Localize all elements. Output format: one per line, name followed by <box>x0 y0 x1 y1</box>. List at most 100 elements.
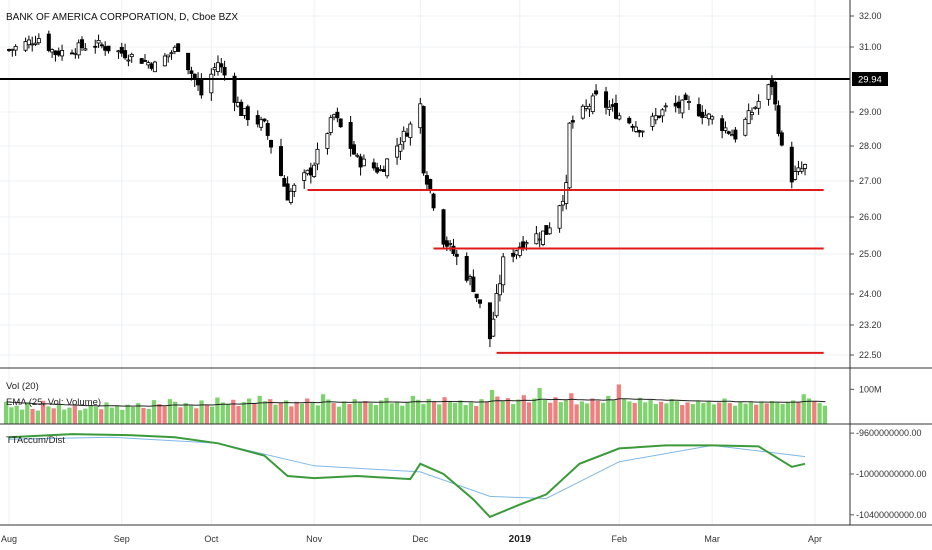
candle-body <box>633 126 638 132</box>
volume-bar <box>759 401 764 424</box>
candle-body <box>726 131 731 134</box>
volume-bar <box>77 410 83 424</box>
volume-bars <box>4 384 827 424</box>
candle-body <box>123 50 128 59</box>
candle-body <box>663 105 668 108</box>
volume-bar <box>141 407 146 424</box>
candle-body <box>468 276 473 279</box>
volume-bar <box>104 402 109 424</box>
candle-body <box>129 53 134 58</box>
candle-body <box>627 117 632 124</box>
volume-bar <box>479 399 484 424</box>
volume-bar <box>257 395 262 424</box>
volume-bar <box>658 401 664 424</box>
candle-body <box>146 62 151 66</box>
price-tick-label: 27.00 <box>859 176 882 186</box>
volume-bar <box>738 401 743 424</box>
candle-body <box>444 240 449 247</box>
candle-body <box>630 125 635 128</box>
candle-body <box>13 45 18 51</box>
candle-body <box>398 143 403 152</box>
candle-body <box>401 130 406 143</box>
candle-body <box>477 299 482 304</box>
accum-dist-line <box>8 433 806 519</box>
volume-bar <box>817 403 822 424</box>
volume-bar <box>775 402 780 424</box>
volume-bar <box>14 405 19 424</box>
volume-bar <box>806 398 812 424</box>
volume-bar <box>421 404 426 424</box>
candle-body <box>743 118 748 136</box>
volume-bar <box>685 402 690 424</box>
volume-bar <box>743 403 748 424</box>
volume-bar <box>204 405 209 424</box>
candle-body <box>106 45 111 52</box>
volume-bar <box>553 397 558 424</box>
candle-body <box>594 90 599 95</box>
candle-body <box>358 156 363 168</box>
candle-body <box>560 200 565 206</box>
candle-body <box>149 63 154 69</box>
volume-bar <box>125 404 130 424</box>
candle-body <box>534 233 539 245</box>
candle-body <box>46 33 51 51</box>
candle-body <box>351 144 356 155</box>
candle-body <box>424 175 429 185</box>
indicator-lines <box>8 433 806 519</box>
candle-body <box>219 63 224 68</box>
candle-body <box>99 44 104 47</box>
volume-bar <box>680 405 685 424</box>
date-label: Dec <box>412 534 429 544</box>
volume-bar <box>585 403 590 424</box>
candle-body <box>567 122 572 189</box>
volume-bar <box>67 407 72 424</box>
volume-bar <box>542 399 548 424</box>
candle-body <box>83 48 88 51</box>
volume-bar <box>410 395 415 424</box>
price-tick-label: 25.00 <box>859 249 882 259</box>
candle-body <box>517 246 522 256</box>
volume-bar <box>146 408 151 424</box>
volume-bar <box>674 401 680 424</box>
candle-body <box>683 94 688 101</box>
price-tick-label: 32.00 <box>859 11 882 21</box>
candle-body <box>710 116 715 120</box>
candle-body <box>269 139 274 148</box>
price-tick-label: 26.00 <box>859 212 882 222</box>
candle-body <box>10 48 15 51</box>
candle-body <box>799 168 804 172</box>
candle-body <box>292 184 297 192</box>
candle-body <box>617 115 622 120</box>
volume-bar <box>241 402 246 424</box>
volume-bar <box>347 404 352 424</box>
candle-body <box>640 130 645 133</box>
candle-body <box>587 105 592 110</box>
candle-body <box>769 79 774 88</box>
candle-body <box>245 106 250 121</box>
candle-body <box>315 148 320 165</box>
volume-bar <box>627 401 632 424</box>
candle-body <box>50 49 55 53</box>
candle-body <box>706 113 711 120</box>
volume-bar <box>210 406 215 424</box>
candle-body <box>348 122 353 149</box>
candle-body <box>255 115 260 125</box>
date-label: 2019 <box>509 534 532 545</box>
price-tick-label: 31.00 <box>859 42 882 52</box>
volume-bar <box>389 403 394 424</box>
volume-bar <box>416 399 421 424</box>
volume-bar <box>437 404 442 424</box>
volume-bar <box>315 405 320 424</box>
candle-body <box>494 293 499 317</box>
volume-bar <box>278 402 283 424</box>
volume-bar <box>754 404 759 424</box>
candle-body <box>660 109 665 117</box>
volume-bar <box>701 403 706 424</box>
volume-bar <box>9 407 14 424</box>
volume-bar <box>109 407 114 424</box>
candle-body <box>325 133 330 149</box>
candle-body <box>302 172 307 181</box>
candle-body <box>441 209 446 245</box>
volume-bar <box>727 403 732 424</box>
